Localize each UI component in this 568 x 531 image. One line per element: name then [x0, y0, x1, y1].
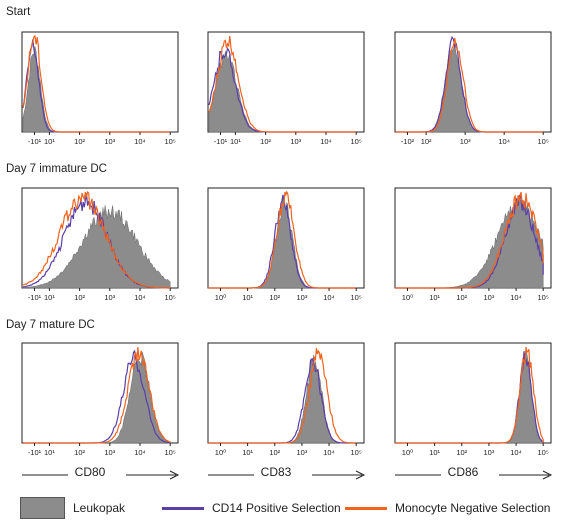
x-tick-label: 10⁵ [537, 448, 548, 457]
x-tick-label: 10⁵ [164, 448, 175, 457]
x-tick-label: -10¹ [214, 137, 228, 146]
x-tick-label: 10² [269, 293, 280, 302]
x-tick-label: 10⁴ [134, 293, 146, 302]
x-tick-label: 10⁵ [350, 293, 361, 302]
x-tick-label: -10¹ [28, 137, 42, 146]
axis-name-cd83: CD83 [260, 465, 292, 479]
arrow-head-icon [169, 470, 180, 480]
x-tick-label: 10² [74, 137, 85, 146]
x-tick-label: 10³ [483, 448, 494, 457]
series-monocyte-line [208, 35, 357, 133]
x-tick-label: 10² [74, 448, 85, 457]
legend-label: Monocyte Negative Selection [395, 501, 551, 515]
x-tick-label: 10⁵ [164, 293, 175, 302]
x-tick-label: 10³ [290, 137, 301, 146]
legend-item-leukopak: Leukopak [20, 496, 125, 520]
legend-item-monocyte: Monocyte Negative Selection [345, 496, 550, 520]
x-tick-label: 10⁰ [402, 293, 413, 302]
x-tick-label: 10² [260, 137, 271, 146]
x-tick-label: 10³ [483, 293, 494, 302]
filled-gray-box-icon [20, 497, 65, 519]
purple-line-icon [162, 506, 204, 510]
x-tick-label: 10¹ [44, 448, 55, 457]
arrow-head-icon [355, 470, 366, 480]
x-tick-label: 10⁴ [510, 293, 522, 302]
x-tick-label: 10⁴ [510, 448, 522, 457]
x-tick-label: 10⁴ [323, 293, 335, 302]
x-tick-label: -10² [401, 137, 415, 146]
x-tick-label: 10³ [460, 137, 471, 146]
axis-name-cd80: CD80 [74, 465, 106, 479]
row-title-1: Day 7 immature DC [6, 163, 107, 175]
x-tick-label: 10⁴ [134, 448, 146, 457]
x-tick-label: 10¹ [242, 448, 253, 457]
x-tick-label: 10⁰ [402, 448, 413, 457]
series-monocyte-line [22, 190, 171, 289]
x-tick-label: 10² [421, 137, 432, 146]
x-tick-label: 10¹ [242, 293, 253, 302]
x-tick-label: 10⁵ [164, 137, 175, 146]
legend-label: Leukopak [73, 501, 126, 515]
legend-label: CD14 Positive Selection [212, 501, 341, 515]
panel-frame [21, 31, 179, 133]
row-title-2: Day 7 mature DC [6, 319, 95, 331]
series-monocyte-line [208, 348, 357, 444]
x-tick-label: 10⁰ [215, 448, 226, 457]
series-monocyte-line [395, 37, 544, 133]
series-monocyte-line [22, 34, 171, 133]
x-tick-label: 10³ [104, 137, 115, 146]
x-tick-label: 10⁵ [350, 137, 361, 146]
orange-line-icon [345, 506, 387, 510]
x-tick-label: 10² [456, 293, 467, 302]
x-tick-label: 10² [269, 448, 280, 457]
legend-item-cd14: CD14 Positive Selection [162, 496, 341, 520]
series-monocyte-line [208, 190, 357, 289]
panel-frame [394, 31, 552, 133]
x-tick-label: 10¹ [429, 293, 440, 302]
arrow-head-icon [542, 470, 553, 480]
x-tick-label: 10¹ [44, 137, 55, 146]
x-tick-label: -10¹ [28, 448, 42, 457]
x-tick-label: 10³ [296, 448, 307, 457]
x-tick-label: 10¹ [429, 448, 440, 457]
x-tick-label: 10⁴ [320, 137, 332, 146]
series-monocyte-line [23, 346, 171, 444]
row-title-0: Start [6, 6, 31, 18]
x-tick-label: 10⁴ [134, 137, 146, 146]
axis-name-cd86: CD86 [447, 465, 479, 479]
x-tick-label: 10¹ [230, 137, 241, 146]
x-tick-label: -10¹ [28, 293, 42, 302]
x-tick-label: 10⁴ [498, 137, 510, 146]
x-tick-label: 10⁰ [215, 293, 226, 302]
legend: Leukopak CD14 Positive Selection Monocyt… [0, 496, 568, 526]
series-monocyte-line [395, 191, 544, 289]
x-tick-label: 10³ [104, 293, 115, 302]
x-tick-label: 10⁴ [323, 448, 335, 457]
x-tick-label: 10² [456, 448, 467, 457]
x-tick-label: 10⁵ [537, 137, 548, 146]
x-tick-label: 10² [74, 293, 85, 302]
panel-frame [207, 342, 365, 444]
x-tick-label: 10⁵ [537, 293, 548, 302]
series-monocyte-line [395, 346, 544, 444]
x-tick-label: 10¹ [44, 293, 55, 302]
x-tick-label: 10³ [104, 448, 115, 457]
x-tick-label: 10⁵ [350, 448, 361, 457]
x-tick-label: 10³ [296, 293, 307, 302]
